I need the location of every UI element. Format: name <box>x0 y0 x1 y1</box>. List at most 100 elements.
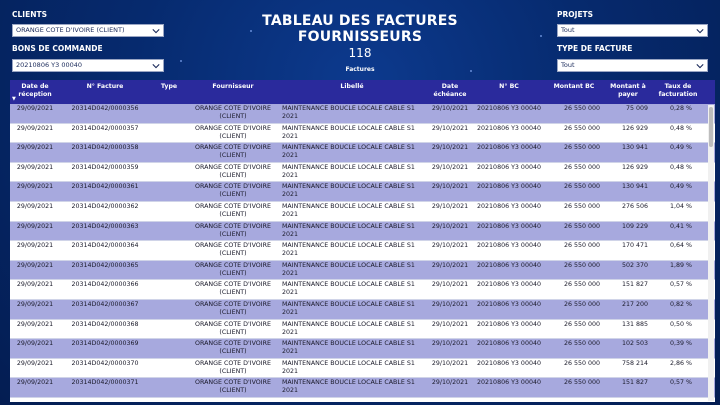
cell-fournisseur: ORANGE COTE D'IVOIRE (CLIENT) <box>195 242 271 258</box>
scrollbar-thumb[interactable] <box>709 107 713 147</box>
column-header-libelle[interactable]: Libellé <box>340 83 364 90</box>
column-header-date-reception[interactable]: Date de réception ▼ <box>12 83 52 102</box>
cell-montant-a-payer: 130 941 <box>621 183 648 191</box>
type-filter-label: TYPE DE FACTURE <box>557 44 633 53</box>
table-row[interactable]: 29/09/2021 20314D042/0000365 ORANGE COTE D… <box>10 260 715 281</box>
cell-date-reception: 29/09/2021 <box>16 359 54 367</box>
column-header-num-bc[interactable]: N° BC <box>499 83 519 90</box>
column-header-num-facture[interactable]: N° Facture <box>86 83 124 90</box>
cell-type <box>150 378 188 397</box>
cell-type <box>150 359 188 378</box>
cell-date-echeance: 29/10/2021 <box>431 183 469 191</box>
cell-montant-bc: 26 550 000 <box>563 163 600 171</box>
cell-num-facture: 20314D042/0000370 <box>71 359 139 367</box>
cell-num-bc: 20210806 Y3 00040 <box>477 202 541 210</box>
sort-down-icon: ▼ <box>12 96 16 102</box>
cell-taux-facturation: 0,41 % <box>669 222 692 230</box>
column-header-montant-a-payer[interactable]: Montant à payer <box>610 83 646 98</box>
bons-filter-dropdown[interactable]: 20210806 Y3 00040 <box>12 59 164 72</box>
cell-date-reception: 29/09/2021 <box>16 300 54 308</box>
cell-date-echeance: 29/10/2021 <box>431 124 469 132</box>
cell-montant-bc: 26 550 000 <box>563 340 600 348</box>
type-filter-value: Tout <box>561 61 575 69</box>
table-row[interactable]: 29/09/2021 20314D042/0000366 ORANGE COTE D… <box>10 280 715 300</box>
type-filter-dropdown[interactable]: Tout <box>557 59 708 72</box>
cell-fournisseur: ORANGE COTE D'IVOIRE (CLIENT) <box>195 261 271 277</box>
cell-libelle: MAINTENANCE BOUCLE LOCALE CABLE S1 2021 <box>282 300 415 316</box>
cell-num-facture: 20314D042/0000363 <box>71 222 139 230</box>
cell-date-reception: 29/09/2021 <box>16 320 54 328</box>
cell-montant-a-payer: 151 827 <box>621 281 648 289</box>
cell-taux-facturation: 0,64 % <box>669 242 692 250</box>
cell-num-facture: 20314D042/0000365 <box>71 261 139 269</box>
cell-taux-facturation: 0,49 % <box>669 183 692 191</box>
cell-num-bc: 20210806 Y3 00040 <box>477 300 541 308</box>
table-row[interactable]: 29/09/2021 20314D042/0000370 ORANGE COTE D… <box>10 359 715 379</box>
cell-fournisseur: ORANGE COTE D'IVOIRE (CLIENT) <box>195 359 271 375</box>
cell-num-facture: 20314D042/0000367 <box>71 300 139 308</box>
table-scrollbar[interactable] <box>708 105 714 401</box>
cell-montant-a-payer: 276 506 <box>621 202 648 210</box>
cell-date-echeance: 29/10/2021 <box>431 261 469 269</box>
table-row[interactable]: 29/09/2021 20314D042/0000356 ORANGE COTE D… <box>10 104 715 124</box>
column-header-taux-facturation[interactable]: Taux de facturation <box>658 83 698 98</box>
background-sparkle <box>250 30 252 32</box>
cell-montant-bc: 26 550 000 <box>563 222 600 230</box>
column-header-montant-bc[interactable]: Montant BC <box>553 83 595 90</box>
cell-num-facture: 20314D042/0000356 <box>71 105 139 112</box>
invoice-count-label: Factures <box>345 66 375 73</box>
chevron-down-icon <box>152 64 160 69</box>
table-row[interactable]: 29/09/2021 20314D042/0000368 ORANGE COTE D… <box>10 320 715 340</box>
table-row[interactable]: 29/09/2021 20314D042/0000364 ORANGE COTE D… <box>10 241 715 261</box>
cell-montant-a-payer: 170 471 <box>621 242 648 250</box>
cell-montant-bc: 26 550 000 <box>563 281 600 289</box>
cell-taux-facturation: 0,57 % <box>669 379 692 387</box>
table-body: 29/09/2021 20314D042/0000356 ORANGE COTE D… <box>10 104 715 398</box>
cell-montant-a-payer: 126 929 <box>621 163 648 171</box>
cell-libelle: MAINTENANCE BOUCLE LOCALE CABLE S1 2021 <box>282 359 415 375</box>
cell-fournisseur: ORANGE COTE D'IVOIRE (CLIENT) <box>195 222 271 238</box>
cell-num-bc: 20210806 Y3 00040 <box>477 320 541 328</box>
table-row[interactable]: 29/09/2021 20314D042/0000358 ORANGE COTE D… <box>10 143 715 163</box>
cell-taux-facturation: 0,48 % <box>669 163 692 171</box>
cell-date-reception: 29/09/2021 <box>16 281 54 289</box>
cell-type <box>150 261 188 280</box>
cell-montant-bc: 26 550 000 <box>563 379 600 387</box>
cell-fournisseur: ORANGE COTE D'IVOIRE (CLIENT) <box>195 183 271 199</box>
cell-libelle: MAINTENANCE BOUCLE LOCALE CABLE S1 2021 <box>282 242 415 258</box>
cell-date-reception: 29/09/2021 <box>16 261 54 269</box>
table-row[interactable]: 29/09/2021 20314D042/0000362 ORANGE COTE D… <box>10 202 715 222</box>
cell-type <box>150 182 188 201</box>
cell-libelle: MAINTENANCE BOUCLE LOCALE CABLE S1 2021 <box>282 320 415 336</box>
column-header-fournisseur[interactable]: Fournisseur <box>212 83 254 90</box>
cell-date-reception: 29/09/2021 <box>16 124 54 132</box>
table-row[interactable]: 29/09/2021 20314D042/0000367 ORANGE COTE D… <box>10 299 715 320</box>
cell-libelle: MAINTENANCE BOUCLE LOCALE CABLE S1 2021 <box>282 261 415 277</box>
cell-type <box>150 202 188 221</box>
cell-type <box>150 143 188 162</box>
cell-num-bc: 20210806 Y3 00040 <box>477 281 541 289</box>
cell-montant-a-payer: 131 885 <box>621 320 648 328</box>
table-row[interactable]: 29/09/2021 20314D042/0000369 ORANGE COTE D… <box>10 339 715 359</box>
cell-num-bc: 20210806 Y3 00040 <box>477 183 541 191</box>
column-header-type[interactable]: Type <box>160 83 178 90</box>
clients-filter-dropdown[interactable]: ORANGE COTE D'IVOIRE (CLIENT) <box>12 24 164 37</box>
table-row[interactable]: 29/09/2021 20314D042/0000359 ORANGE COTE D… <box>10 163 715 183</box>
cell-type <box>150 320 188 339</box>
column-header-date-echeance[interactable]: Date échéance <box>433 83 467 98</box>
cell-type <box>150 241 188 260</box>
projets-filter-dropdown[interactable]: Tout <box>557 24 708 37</box>
table-row[interactable]: 29/09/2021 20314D042/0000363 ORANGE COTE D… <box>10 221 715 242</box>
table-row[interactable]: 29/09/2021 20314D042/0000361 ORANGE COTE D… <box>10 182 715 202</box>
cell-fournisseur: ORANGE COTE D'IVOIRE (CLIENT) <box>195 300 271 316</box>
cell-montant-a-payer: 130 941 <box>621 144 648 152</box>
cell-num-bc: 20210806 Y3 00040 <box>477 105 541 112</box>
cell-fournisseur: ORANGE COTE D'IVOIRE (CLIENT) <box>195 144 271 160</box>
cell-montant-a-payer: 75 009 <box>625 105 648 112</box>
cell-type <box>150 222 188 241</box>
table-row[interactable]: 29/09/2021 20314D042/0000357 ORANGE COTE D… <box>10 124 715 144</box>
cell-libelle: MAINTENANCE BOUCLE LOCALE CABLE S1 2021 <box>282 222 415 238</box>
cell-num-bc: 20210806 Y3 00040 <box>477 340 541 348</box>
table-row[interactable]: 29/09/2021 20314D042/0000371 ORANGE COTE D… <box>10 378 715 398</box>
cell-fournisseur: ORANGE COTE D'IVOIRE (CLIENT) <box>195 320 271 336</box>
